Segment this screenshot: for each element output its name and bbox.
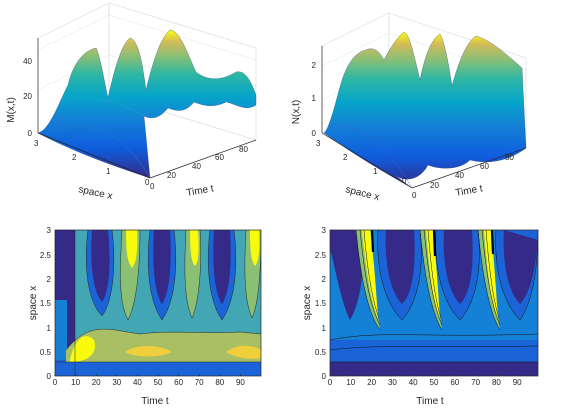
y-tick: 1.5 bbox=[40, 299, 52, 308]
x-tick: 10 bbox=[346, 378, 355, 387]
y-tick: 2.5 bbox=[40, 251, 52, 260]
space-axis-label: space x bbox=[344, 184, 380, 203]
x-tick: 70 bbox=[471, 378, 480, 387]
x-tick: 90 bbox=[513, 378, 522, 387]
y-tick: 1 bbox=[47, 324, 52, 333]
x-tick: 60 bbox=[174, 378, 183, 387]
y-tick: 2 bbox=[47, 275, 52, 284]
time-tick: 60 bbox=[215, 153, 224, 162]
z-tick: 2 bbox=[312, 61, 317, 70]
space-tick: 3 bbox=[34, 139, 39, 148]
x-tick: 50 bbox=[154, 378, 163, 387]
axis-line-time bbox=[149, 139, 257, 179]
time-tick: 80 bbox=[239, 145, 248, 154]
time-tick: 0 bbox=[412, 191, 417, 200]
x-tick-group: 0 10 20 30 40 50 60 70 80 90 bbox=[328, 374, 522, 387]
axis-line-space bbox=[321, 132, 413, 189]
x-tick: 10 bbox=[71, 378, 80, 387]
x-tick: 20 bbox=[367, 378, 376, 387]
surface-top-left bbox=[37, 29, 257, 179]
y-tick: 1 bbox=[322, 324, 327, 333]
space-axis-label: space x bbox=[77, 184, 113, 202]
y-tick: 2 bbox=[322, 275, 327, 284]
x-tick: 0 bbox=[328, 378, 333, 387]
x-tick: 70 bbox=[195, 378, 204, 387]
panel-top-right: 0 1 2 3 2 1 0 0 20 40 60 80 N(x,t) space… bbox=[291, 12, 527, 203]
time-tick: 40 bbox=[192, 162, 201, 171]
x-tick: 40 bbox=[409, 378, 418, 387]
y-tick: 0.5 bbox=[315, 348, 327, 357]
surface-top-right bbox=[323, 31, 527, 189]
time-tick: 20 bbox=[430, 181, 439, 190]
x-tick: 80 bbox=[492, 378, 501, 387]
y-tick: 0.5 bbox=[40, 348, 52, 357]
time-axis-label: Time t bbox=[186, 183, 215, 199]
z-axis-label: N(x,t) bbox=[291, 100, 302, 124]
space-tick: 3 bbox=[316, 139, 321, 148]
time-tick: 40 bbox=[455, 171, 464, 180]
x-tick: 40 bbox=[133, 378, 142, 387]
x-tick: 90 bbox=[236, 378, 245, 387]
axis-line-time bbox=[411, 147, 527, 189]
space-tick: 0 bbox=[402, 176, 407, 185]
x-axis-label: Time t bbox=[141, 396, 169, 407]
x-tick-group: 0 10 20 30 40 50 60 70 80 90 bbox=[53, 374, 245, 387]
time-tick: 60 bbox=[480, 162, 489, 171]
y-tick: 3 bbox=[322, 226, 327, 235]
space-tick: 2 bbox=[72, 153, 77, 162]
time-tick: 80 bbox=[505, 153, 514, 162]
y-tick: 2.5 bbox=[315, 251, 327, 260]
panel-bottom-left: 0 0.5 1 1.5 2 2.5 3 0 10 20 30 40 50 60 70 80 90 … bbox=[28, 226, 262, 407]
x-tick: 0 bbox=[53, 378, 58, 387]
axis-line-space bbox=[37, 132, 151, 179]
time-tick: 0 bbox=[150, 182, 155, 191]
panel-top-left: 0 20 40 3 2 1 0 0 20 40 60 80 M(x,t) spa… bbox=[6, 2, 257, 202]
x-tick: 50 bbox=[430, 378, 439, 387]
x-tick: 30 bbox=[388, 378, 397, 387]
space-tick: 0 bbox=[145, 178, 150, 187]
x-tick: 20 bbox=[92, 378, 101, 387]
z-tick: 1 bbox=[312, 94, 317, 103]
y-axis-label: space x bbox=[302, 286, 313, 320]
z-axis-label: M(x,t) bbox=[6, 97, 17, 123]
y-tick: 0 bbox=[47, 372, 52, 381]
time-tick: 20 bbox=[167, 171, 176, 180]
panel-bottom-right: 0 0.5 1 1.5 2 2.5 3 0 10 20 30 40 50 60 70 80 90 … bbox=[302, 226, 539, 407]
x-axis-label: Time t bbox=[416, 396, 444, 407]
space-tick: 2 bbox=[343, 153, 348, 162]
x-tick: 80 bbox=[215, 378, 224, 387]
y-tick: 3 bbox=[47, 226, 52, 235]
x-tick: 30 bbox=[112, 378, 121, 387]
time-axis-label: Time t bbox=[455, 183, 484, 199]
y-tick: 0 bbox=[322, 372, 327, 381]
z-tick: 20 bbox=[23, 92, 32, 101]
y-axis-label: space x bbox=[28, 286, 39, 320]
z-tick: 0 bbox=[28, 129, 33, 138]
space-tick: 1 bbox=[106, 167, 111, 176]
z-tick: 0 bbox=[312, 129, 317, 138]
z-tick: 40 bbox=[23, 57, 32, 66]
y-tick: 1.5 bbox=[315, 299, 327, 308]
x-tick: 60 bbox=[450, 378, 459, 387]
space-tick: 1 bbox=[373, 167, 378, 176]
